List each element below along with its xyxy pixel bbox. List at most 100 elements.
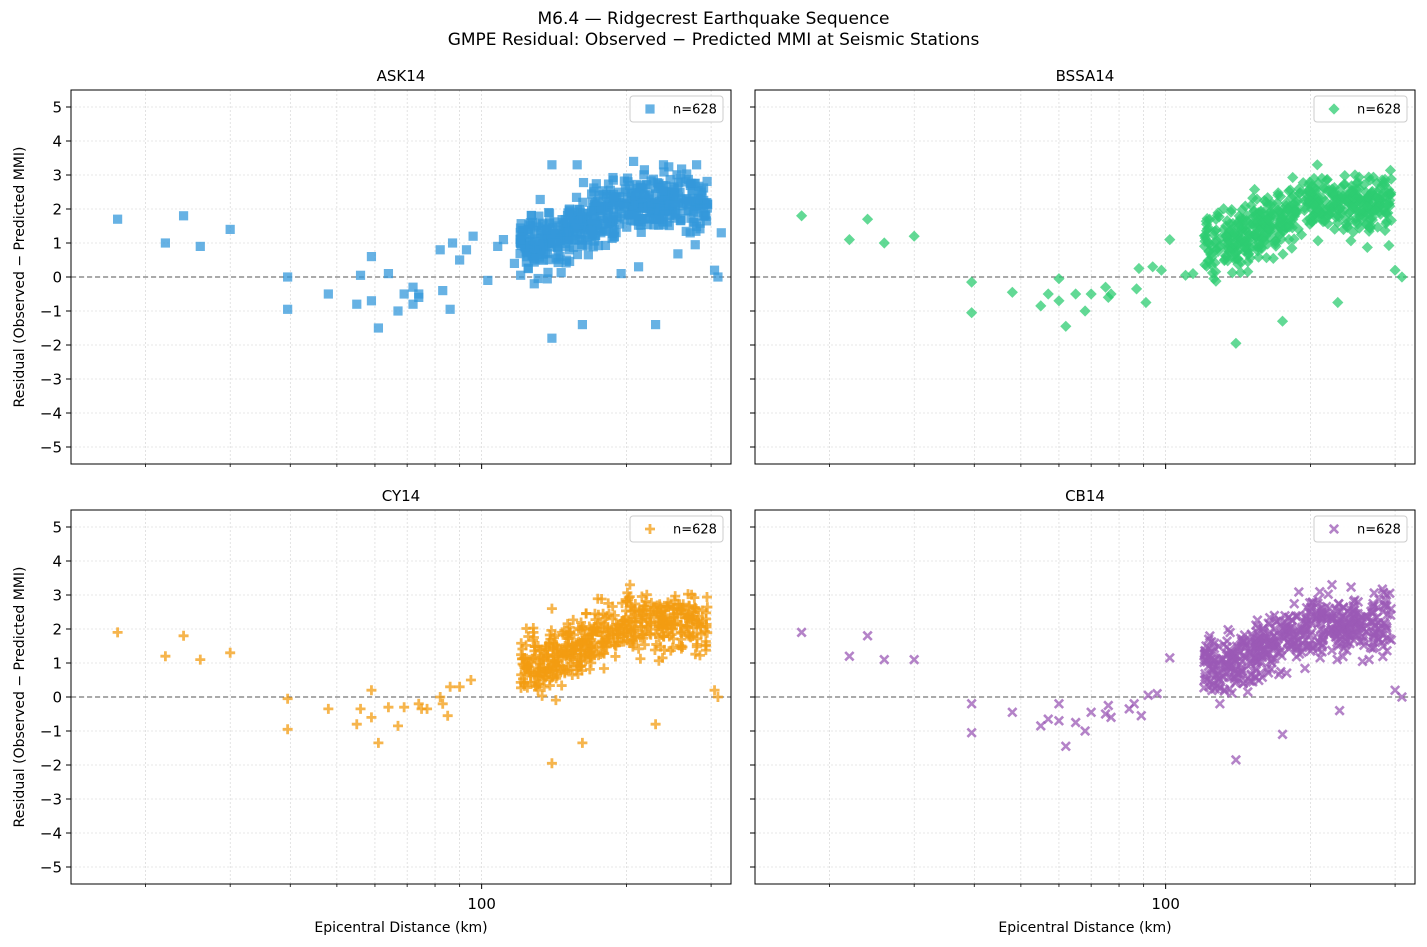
data-point — [609, 610, 620, 621]
data-point — [587, 218, 597, 228]
data-point — [625, 638, 636, 649]
data-point — [1086, 707, 1097, 718]
data-point — [160, 238, 171, 248]
data-point — [1205, 259, 1218, 271]
data-point — [563, 661, 574, 672]
data-point — [1200, 668, 1211, 679]
data-point — [282, 693, 293, 704]
data-point — [1053, 698, 1065, 709]
data-point — [1396, 271, 1408, 283]
data-point — [638, 203, 648, 213]
data-point — [622, 630, 633, 641]
subplot-title: CB14 — [1065, 487, 1105, 505]
y-tick-label: 4 — [52, 553, 62, 571]
data-point — [1384, 588, 1395, 599]
data-point — [323, 289, 333, 299]
data-point — [664, 210, 675, 221]
data-point — [590, 614, 601, 625]
data-point — [1335, 625, 1347, 636]
data-point — [966, 727, 977, 738]
data-point — [537, 233, 547, 243]
legend-marker — [1328, 103, 1340, 115]
data-point — [1317, 192, 1329, 204]
data-point — [1325, 206, 1338, 218]
data-point — [572, 207, 583, 217]
data-point — [601, 641, 612, 652]
data-point — [1035, 720, 1046, 732]
data-point — [1105, 288, 1117, 300]
y-tick-label: 0 — [52, 269, 62, 287]
data-point — [1357, 656, 1368, 667]
data-point — [682, 169, 692, 179]
data-point — [1323, 183, 1335, 196]
data-point — [1006, 286, 1018, 298]
data-point — [455, 255, 465, 265]
data-point — [1346, 201, 1358, 213]
data-point — [543, 638, 554, 649]
data-point — [1337, 651, 1349, 662]
data-point — [525, 677, 536, 688]
data-point — [550, 229, 560, 239]
data-point — [1233, 215, 1245, 228]
legend-box — [1313, 95, 1408, 123]
data-point — [685, 228, 695, 238]
data-point — [1099, 281, 1112, 293]
data-point — [796, 210, 808, 222]
data-point — [640, 626, 651, 637]
data-point — [619, 199, 629, 209]
data-point — [1237, 213, 1249, 225]
data-point — [1252, 245, 1264, 257]
data-point — [1379, 224, 1391, 237]
data-point — [700, 636, 711, 647]
data-point — [1242, 248, 1254, 260]
data-point — [843, 234, 856, 246]
data-point — [1070, 288, 1082, 300]
data-point — [1043, 713, 1054, 725]
data-point — [627, 210, 638, 220]
data-point — [571, 660, 582, 671]
data-point — [516, 270, 526, 280]
y-tick-label: −1 — [40, 303, 62, 321]
data-point — [1220, 220, 1232, 232]
data-point — [623, 210, 633, 220]
data-point — [878, 237, 890, 249]
data-point — [1311, 202, 1323, 215]
data-point — [1332, 296, 1344, 309]
data-point — [530, 650, 541, 661]
legend-marker — [1328, 523, 1340, 535]
data-point — [1313, 207, 1325, 220]
data-point — [844, 651, 855, 662]
data-point — [1279, 610, 1291, 621]
data-point — [553, 655, 564, 666]
data-point — [1326, 645, 1338, 656]
data-point — [516, 653, 527, 664]
data-point — [225, 647, 236, 658]
data-point — [1232, 222, 1245, 234]
data-point — [1332, 654, 1343, 665]
data-point — [544, 680, 555, 691]
data-point — [673, 197, 683, 208]
data-point — [692, 633, 703, 644]
data-point — [637, 606, 648, 617]
data-point — [225, 224, 235, 234]
data-point — [1383, 239, 1395, 252]
data-point — [1365, 606, 1377, 617]
data-point — [603, 598, 614, 609]
data-point — [683, 630, 694, 641]
y-tick-label: 1 — [52, 235, 62, 253]
data-point — [531, 220, 541, 230]
data-point — [607, 614, 618, 625]
data-point — [373, 323, 384, 333]
data-point — [586, 206, 597, 216]
data-point — [1328, 195, 1341, 207]
data-point — [1396, 691, 1408, 703]
data-point — [1155, 264, 1168, 276]
data-point — [355, 703, 366, 714]
data-point — [620, 612, 631, 623]
data-point — [608, 204, 619, 214]
data-point — [1330, 603, 1341, 614]
data-point — [584, 664, 595, 675]
data-point — [1199, 649, 1210, 661]
data-point — [1220, 230, 1232, 242]
data-point — [609, 192, 619, 203]
